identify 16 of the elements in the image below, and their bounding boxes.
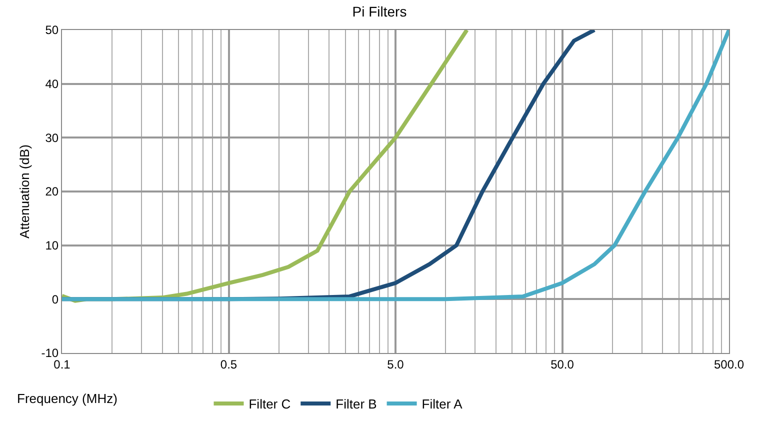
x-tick-label: 50.0 xyxy=(550,357,574,372)
legend-label: Filter B xyxy=(336,396,377,412)
x-tick-label: 0.5 xyxy=(220,357,238,372)
legend-label: Filter A xyxy=(422,396,463,412)
y-tick-label: 30 xyxy=(45,130,59,145)
chart-title: Pi Filters xyxy=(352,3,407,20)
legend-label: Filter C xyxy=(248,396,291,412)
x-tick-label: 5.0 xyxy=(387,357,404,372)
x-tick-label: 500.0 xyxy=(714,357,744,372)
y-tick-label: 40 xyxy=(45,77,59,92)
y-tick-label: 50 xyxy=(45,23,59,38)
y-axis-title: Attenuation (dB) xyxy=(17,144,32,238)
y-tick-label: 0 xyxy=(52,292,59,306)
y-tick-label: 10 xyxy=(45,238,59,253)
y-tick-label: 20 xyxy=(45,184,59,199)
x-axis-title: Frequency (MHz) xyxy=(17,391,118,406)
